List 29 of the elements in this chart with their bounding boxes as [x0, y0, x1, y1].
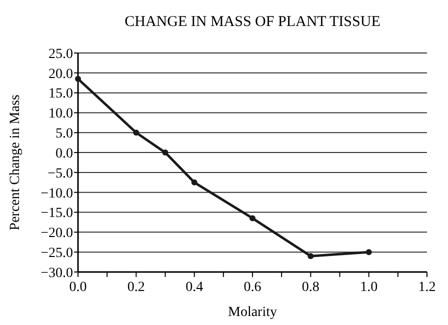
point [75, 76, 81, 82]
x-tick-label: 0.4 [186, 280, 204, 295]
y-tick-label: 20.0 [48, 66, 73, 82]
y-tick-label: 25.0 [48, 46, 73, 62]
y-tick-label: −30.0 [40, 266, 73, 281]
x-tick-label: 0.2 [127, 280, 145, 295]
y-tick-label: 10.0 [48, 106, 73, 122]
x-tick-label: 0.6 [244, 280, 262, 295]
y-tick-label: −15.0 [40, 206, 73, 222]
y-tick-label: −20.0 [40, 226, 73, 242]
point [250, 215, 256, 222]
y-tick-label: 5.0 [56, 126, 73, 142]
y-tick-label: 0.0 [56, 146, 73, 162]
y-tick-label: −10.0 [40, 186, 73, 202]
y-tick-label: −5.0 [48, 166, 73, 182]
chart-title: CHANGE IN MASS OF PLANT TISSUE [124, 14, 380, 30]
y-axis-title: Percent Change in Mass [8, 94, 23, 230]
x-tick-label: 0.0 [69, 280, 87, 295]
x-tick-label: 1.2 [418, 280, 436, 295]
x-tick-label: 0.8 [302, 280, 320, 295]
x-tick-label: 1.0 [360, 280, 378, 295]
point [191, 179, 198, 186]
y-tick-label: −25.0 [40, 246, 73, 261]
y-tick-label: 15.0 [48, 86, 73, 102]
point [308, 253, 314, 260]
point [162, 150, 168, 156]
point [366, 249, 372, 256]
point [133, 130, 140, 136]
x-axis-title: Molarity [228, 305, 277, 320]
